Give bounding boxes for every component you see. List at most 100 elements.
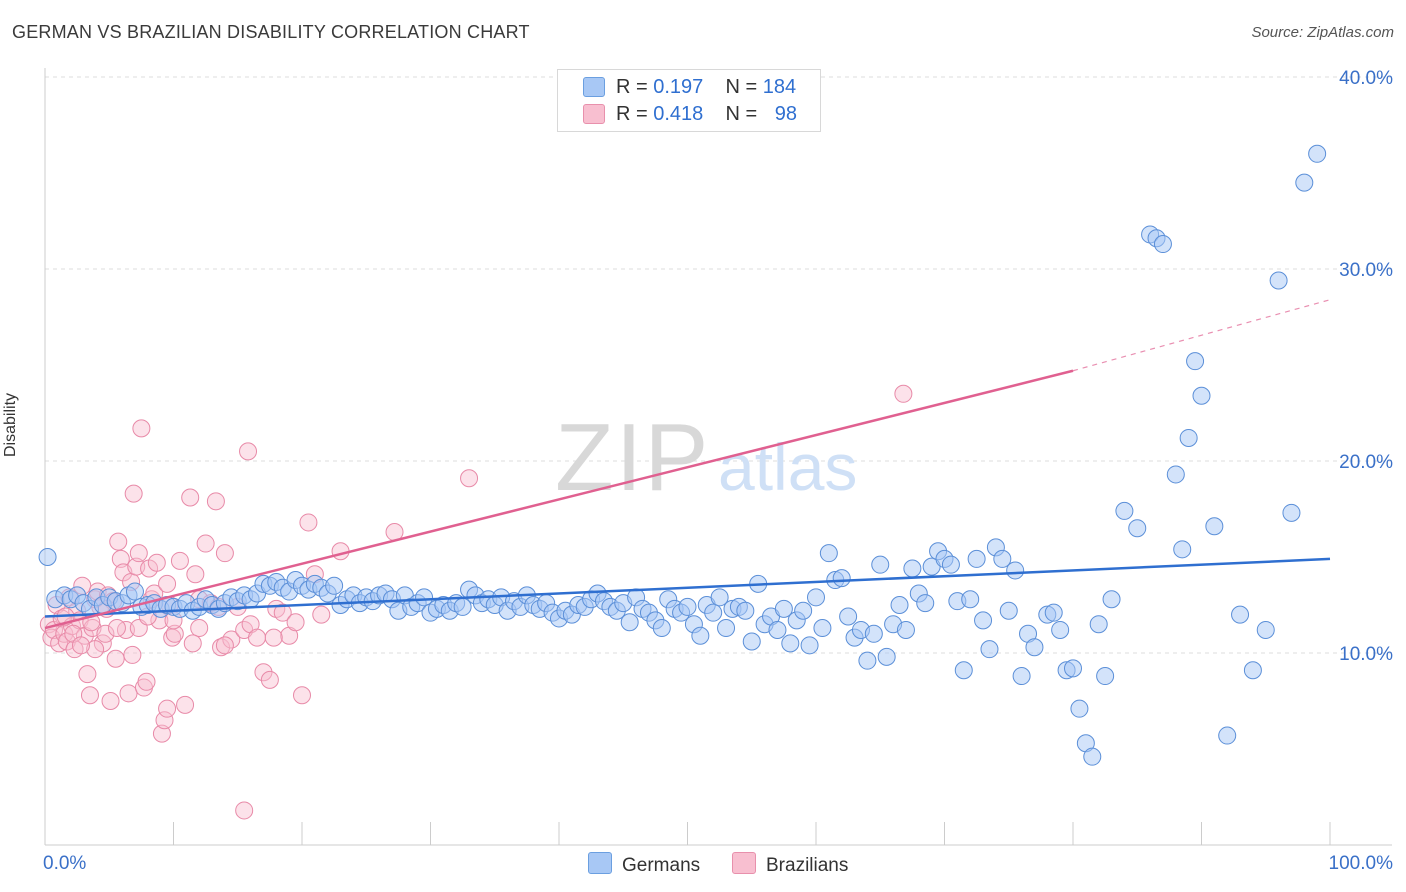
german-point	[858, 651, 877, 670]
brazilian-point	[264, 628, 283, 647]
german-point	[1256, 620, 1275, 639]
german-point	[961, 590, 980, 609]
german-point	[877, 647, 896, 666]
german-point	[794, 601, 813, 620]
german-point	[1173, 540, 1192, 559]
chart-title: GERMAN VS BRAZILIAN DISABILITY CORRELATI…	[12, 22, 530, 42]
german-point	[742, 632, 761, 651]
german-point	[652, 619, 671, 638]
german-point	[704, 603, 723, 622]
brazilian-point	[293, 686, 311, 705]
brazilian-point	[186, 565, 205, 584]
brazilian-point	[109, 532, 128, 551]
german-point	[864, 624, 883, 643]
german-point	[1044, 603, 1063, 622]
brazilians-trend-line	[44, 369, 1074, 630]
bottom-legend-swatch-germans	[588, 852, 612, 874]
german-point	[954, 661, 973, 680]
r-label: R =	[616, 76, 654, 98]
german-point	[1192, 386, 1211, 405]
german-point	[941, 555, 960, 574]
german-point	[999, 601, 1018, 620]
german-point	[38, 548, 57, 566]
brazilian-point	[132, 419, 151, 438]
german-point	[736, 601, 755, 620]
brazilian-point	[286, 613, 305, 632]
brazilian-point	[50, 634, 69, 653]
brazilian-point	[273, 603, 292, 622]
brazilian-point	[111, 549, 130, 568]
legend-swatch-brazilians	[583, 104, 605, 124]
brazilian-point	[152, 724, 171, 743]
y-tick-label: 10.0%	[1339, 644, 1393, 665]
brazilian-point	[176, 695, 195, 714]
brazilian-point	[80, 686, 99, 705]
germans-trend-line	[44, 557, 1331, 618]
german-point	[415, 588, 434, 607]
german-point	[903, 559, 922, 578]
german-point	[832, 569, 851, 588]
german-point	[980, 640, 999, 659]
german-point	[1179, 428, 1198, 447]
german-point	[1243, 661, 1262, 680]
german-point	[678, 597, 697, 616]
brazilian-point	[312, 605, 331, 624]
german-point	[710, 588, 729, 607]
german-point	[896, 620, 915, 639]
german-point	[974, 611, 993, 630]
german-point	[717, 619, 736, 638]
brazilian-point	[460, 469, 479, 488]
german-point	[839, 607, 858, 626]
trend-lines	[44, 299, 1331, 630]
x-tick-label-min: 0.0%	[43, 853, 86, 874]
german-point	[967, 549, 986, 568]
bottom-legend-label-germans: Germans	[622, 855, 701, 876]
gridlines	[45, 76, 1392, 654]
german-point	[1308, 144, 1327, 163]
n-value-brazilians: 98	[774, 103, 798, 125]
correlation-legend: R = 0.197 N = 184 R = 0.418 N = 98	[557, 69, 821, 132]
german-point	[1186, 352, 1205, 371]
german-point	[1064, 659, 1082, 678]
germans-points	[38, 144, 1327, 766]
german-point	[807, 588, 825, 607]
german-point	[1269, 271, 1288, 290]
brazilian-point	[183, 634, 202, 653]
brazilian-point	[248, 628, 267, 647]
y-tick-label: 40.0%	[1339, 68, 1393, 89]
brazilian-point	[254, 663, 273, 682]
german-point	[1012, 667, 1031, 686]
german-point	[1153, 235, 1172, 254]
brazilian-point	[106, 649, 125, 668]
german-point	[1083, 747, 1102, 766]
german-point	[1231, 605, 1250, 624]
brazilian-point	[299, 513, 318, 532]
german-point	[691, 626, 710, 645]
brazilian-point	[107, 619, 126, 638]
german-point	[871, 555, 890, 574]
brazilian-point	[170, 551, 189, 570]
german-point	[819, 544, 838, 563]
brazilian-point	[215, 544, 234, 563]
german-point	[768, 620, 787, 639]
german-point	[916, 594, 935, 613]
german-point	[1295, 173, 1314, 192]
tick-labels: 10.0% 20.0% 30.0% 40.0% 0.0% 100.0%	[43, 68, 1393, 874]
brazilian-point	[196, 534, 215, 553]
r-value-germans: 0.197	[653, 76, 704, 98]
source-label: Source: ZipAtlas.com	[1251, 24, 1394, 41]
brazilian-point	[96, 624, 115, 643]
german-point	[125, 582, 144, 601]
brazilian-point	[78, 665, 97, 684]
axes	[44, 68, 1392, 846]
brazilian-point	[129, 544, 148, 563]
german-point	[1089, 615, 1108, 634]
brazilians-trend-extension	[1072, 299, 1331, 372]
brazilian-point	[147, 553, 166, 572]
bottom-legend-brazilians: Brazilians	[732, 852, 848, 877]
brazilian-point	[190, 619, 209, 638]
brazilian-point	[137, 672, 156, 691]
german-point	[1218, 726, 1237, 745]
german-point	[325, 576, 344, 595]
y-tick-label: 20.0%	[1339, 452, 1393, 473]
